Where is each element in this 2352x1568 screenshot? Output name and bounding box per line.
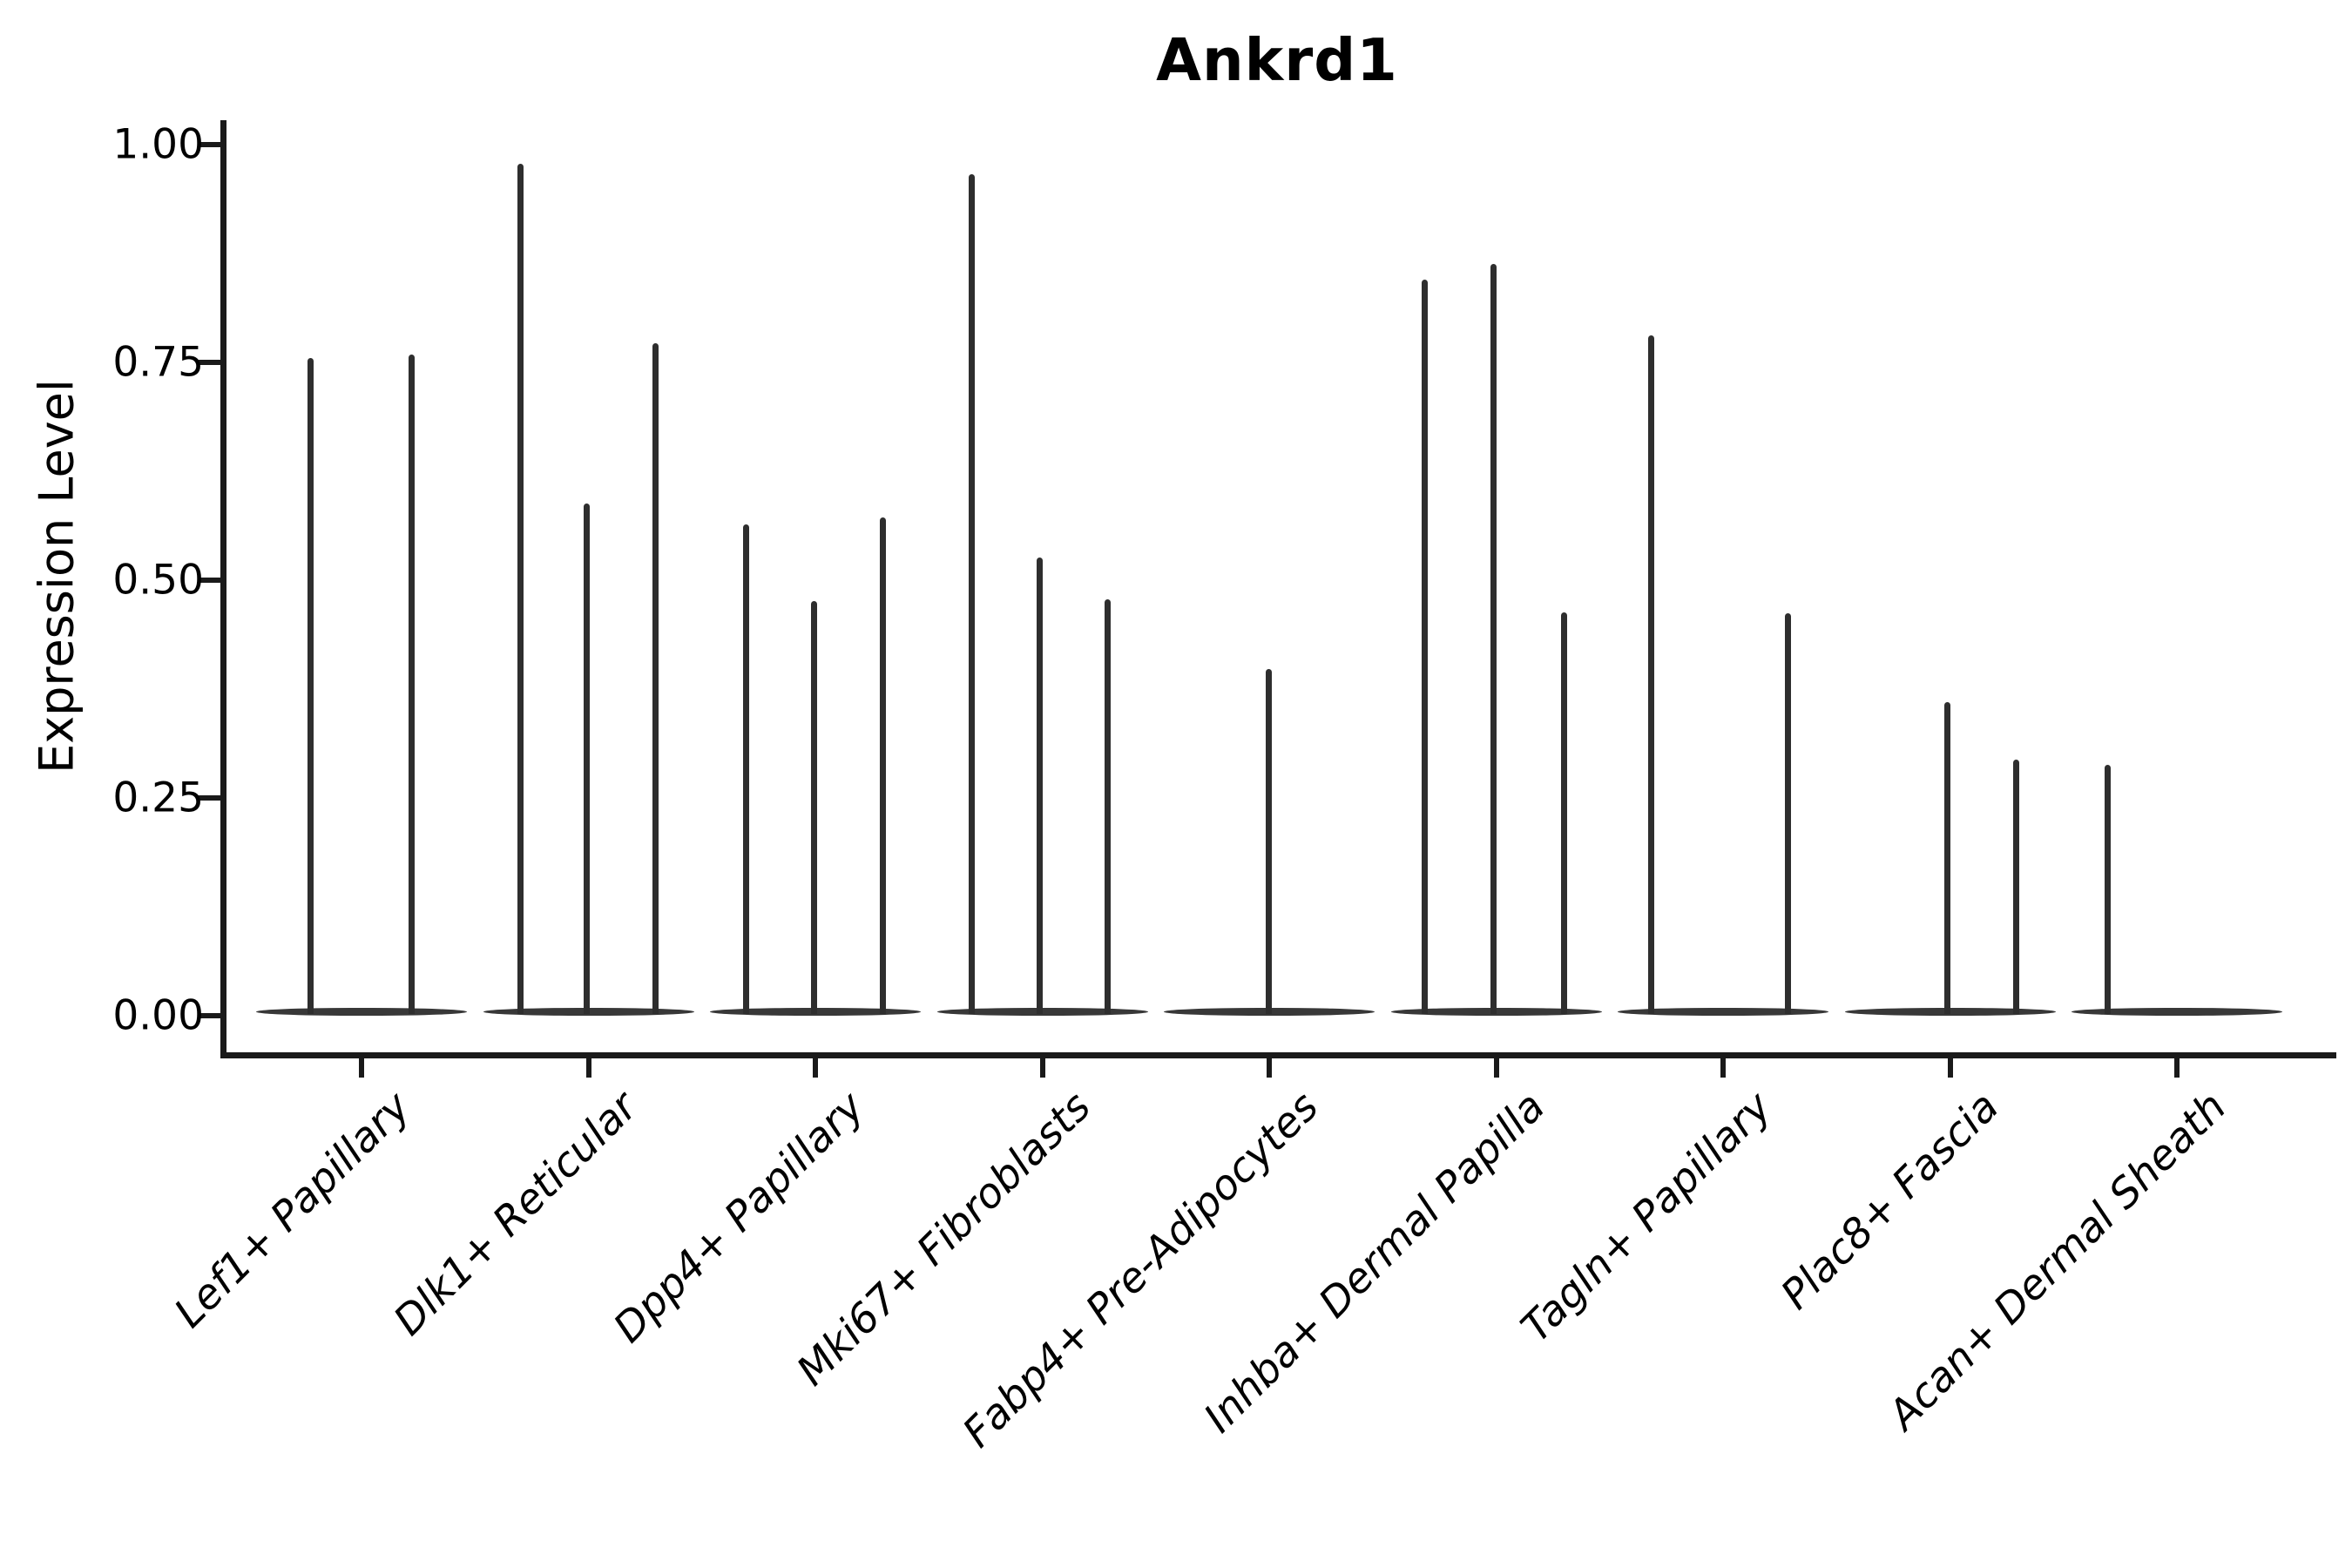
y-tick-mark: [198, 1013, 220, 1018]
violin-spike: [2104, 765, 2111, 1014]
violin-zero-baseline: [256, 1008, 467, 1016]
y-tick-label: 0.50: [112, 556, 204, 605]
violin-zero-baseline: [2072, 1008, 2282, 1016]
violin-spike: [584, 504, 590, 1014]
violin-spike: [1422, 280, 1428, 1014]
x-axis-spine: [220, 1052, 2336, 1058]
violin-zero-baseline: [1618, 1008, 1828, 1016]
y-tick-mark: [198, 578, 220, 583]
y-axis-spine: [220, 120, 226, 1058]
x-tick-label: Lef1+ Papillary: [165, 1083, 420, 1338]
x-tick-label: Tagln+ Papillary: [1512, 1083, 1781, 1352]
x-tick-label: Dlk1+ Reticular: [384, 1083, 647, 1345]
violin-spike: [307, 358, 314, 1014]
chart-title: Ankrd1: [1156, 26, 1398, 94]
y-tick-label: 0.75: [112, 338, 204, 387]
violin-spike: [969, 174, 975, 1014]
x-tick-mark: [1720, 1058, 1726, 1078]
violin-spike: [1490, 264, 1497, 1014]
y-tick-mark: [198, 142, 220, 147]
violin-spike: [879, 517, 886, 1014]
violin-spike: [742, 524, 749, 1014]
x-tick-mark: [1267, 1058, 1272, 1078]
violin-spike: [517, 164, 524, 1014]
x-tick-mark: [585, 1058, 591, 1078]
x-tick-mark: [1493, 1058, 1499, 1078]
violin-spike: [1561, 612, 1567, 1014]
violin-spike: [810, 601, 817, 1014]
x-tick-mark: [1947, 1058, 1953, 1078]
y-tick-label: 1.00: [112, 120, 204, 169]
x-tick-mark: [1039, 1058, 1045, 1078]
y-tick-label: 0.00: [112, 991, 204, 1040]
x-tick-label: Dpp4+ Papillary: [604, 1083, 874, 1353]
x-tick-mark: [813, 1058, 818, 1078]
violin-spike: [1037, 558, 1043, 1014]
y-tick-mark: [198, 795, 220, 801]
x-tick-mark: [359, 1058, 364, 1078]
violin-spike: [1105, 599, 1111, 1014]
violin-spike: [652, 343, 659, 1014]
y-tick-label: 0.25: [112, 774, 204, 822]
violin-spike: [1944, 702, 1950, 1014]
y-tick-mark: [198, 360, 220, 365]
violin-spike: [1647, 335, 1654, 1014]
violin-spike: [408, 355, 415, 1014]
violin-spike: [1784, 613, 1791, 1014]
x-tick-label: Plac8+ Fascia: [1772, 1083, 2009, 1320]
x-tick-mark: [2174, 1058, 2180, 1078]
violin-spike: [1265, 669, 1272, 1014]
violin-spike: [2013, 760, 2019, 1014]
